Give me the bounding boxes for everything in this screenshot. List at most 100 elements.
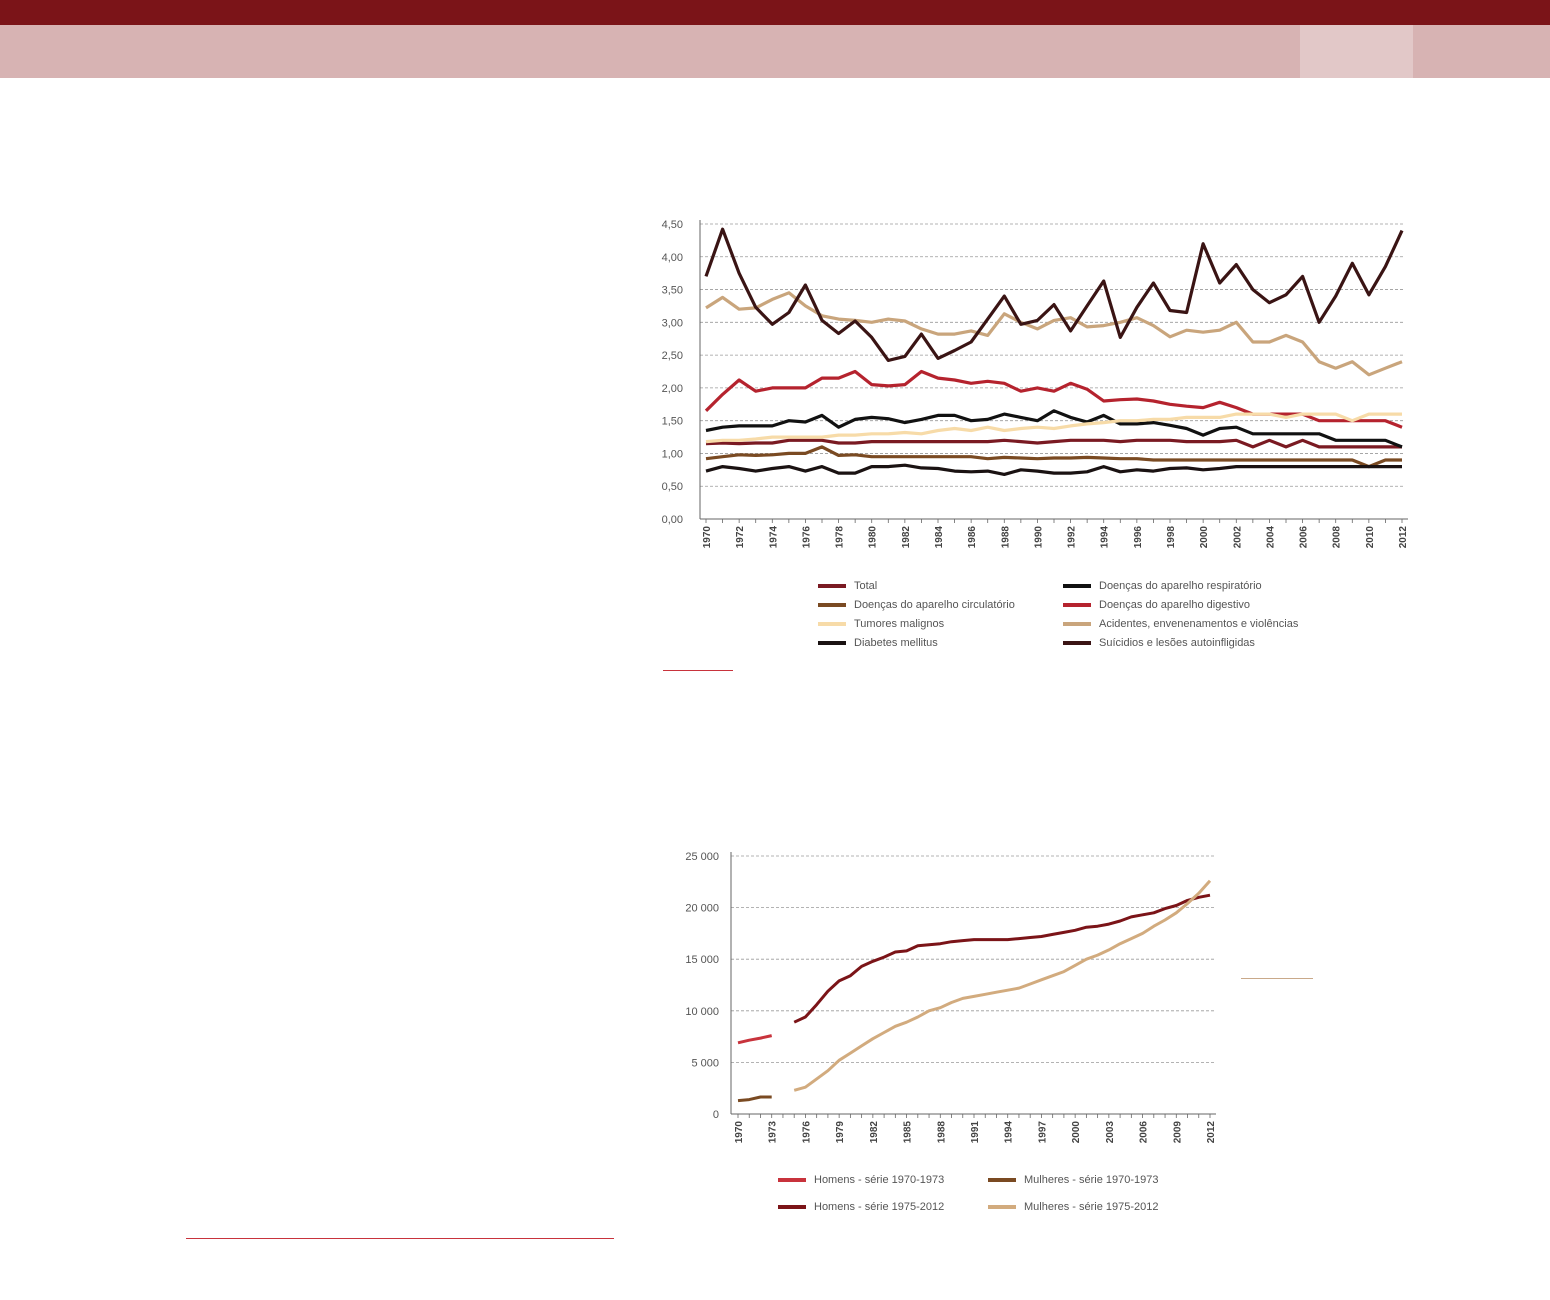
chart-1-x-tick-label: 2002 xyxy=(1232,526,1243,549)
chart-1-y-tick-label: 2,50 xyxy=(662,350,683,362)
chart-1-x-tick-label: 2012 xyxy=(1398,526,1409,549)
chart-1-legend-item: Suícidios e lesões autoinfligidas xyxy=(1063,637,1255,649)
chart-1-y-tick-label: 4,50 xyxy=(662,219,683,231)
chart-2-series-line-4 xyxy=(793,879,1212,1092)
legend-swatch xyxy=(1063,584,1091,588)
chart-2-x-tick-label: 2012 xyxy=(1206,1121,1217,1144)
chart-1-legend-item: Tumores malignos xyxy=(818,618,944,630)
chart-1-y-tick-label: 1,00 xyxy=(662,448,683,460)
chart-1-x-tick-label: 1988 xyxy=(1000,526,1011,549)
legend-label: Acidentes, envenenamentos e violências xyxy=(1099,618,1299,630)
chart-2-x-tick-label: 1982 xyxy=(869,1121,880,1144)
chart-2-x-tick-label: 2006 xyxy=(1139,1121,1150,1144)
chart-2-y-tick-label: 10 000 xyxy=(685,1006,719,1018)
legend-label: Doenças do aparelho digestivo xyxy=(1099,599,1251,611)
legend-label: Doenças do aparelho respiratório xyxy=(1099,580,1262,592)
legend-swatch xyxy=(988,1205,1016,1209)
chart-1-legend-item: Acidentes, envenenamentos e violências xyxy=(1063,618,1298,630)
legend-swatch xyxy=(988,1178,1016,1182)
chart-2-series-line-3 xyxy=(793,893,1211,1024)
chart-2-series-line-2 xyxy=(737,1095,772,1103)
chart-1-series-line-4 xyxy=(704,369,1403,429)
legend-swatch xyxy=(818,584,846,588)
chart-1-x-tick-label: 1970 xyxy=(702,526,713,549)
chart-1-x-tick-label: 1984 xyxy=(934,526,945,549)
chart-1-series-line-8 xyxy=(704,227,1404,362)
chart-1-x-tick-label: 1982 xyxy=(901,526,912,549)
chart-1-y-tick-label: 1,50 xyxy=(662,416,683,428)
legend-label: Diabetes mellitus xyxy=(854,637,938,649)
chart-2-legend-item: Homens - série 1970-1973 xyxy=(778,1174,944,1186)
chart-1-source-rule xyxy=(663,670,733,671)
chart-1-series-line-2 xyxy=(705,409,1403,449)
legend-label: Mulheres - série 1975-2012 xyxy=(1024,1201,1159,1213)
chart-2-series-line-1 xyxy=(737,1034,773,1045)
legend-label: Tumores malignos xyxy=(854,618,945,630)
chart-1-x-tick-label: 1986 xyxy=(967,526,978,549)
chart-2-x-tick-label: 1994 xyxy=(1004,1121,1015,1144)
chart-1-legend-item: Doenças do aparelho circulatório xyxy=(818,599,1015,611)
chart-1-x-tick-label: 1972 xyxy=(735,526,746,549)
chart-2-legend-item: Mulheres - série 1975-2012 xyxy=(988,1201,1159,1213)
legend-swatch xyxy=(818,622,846,626)
chart-1-series-line-6 xyxy=(705,291,1403,377)
legend-label: Total xyxy=(854,580,878,592)
legend-label: Homens - série 1975-2012 xyxy=(814,1201,945,1213)
chart-2-legend-item: Homens - série 1975-2012 xyxy=(778,1201,944,1213)
legend-swatch xyxy=(1063,622,1091,626)
chart-2-y-tick-label: 5 000 xyxy=(691,1057,719,1069)
chart-2-x-tick-label: 1976 xyxy=(801,1121,812,1144)
chart-1-series-line-1 xyxy=(705,438,1402,449)
footnote-rule xyxy=(186,1238,614,1239)
chart-2-side-rule xyxy=(1241,978,1313,979)
legend-swatch xyxy=(778,1178,806,1182)
chart-1-y-tick-label: 4,00 xyxy=(662,252,683,264)
chart-1-x-tick-label: 1978 xyxy=(835,526,846,549)
legend-label: Mulheres - série 1970-1973 xyxy=(1024,1174,1159,1186)
chart-1-legend-item: Doenças do aparelho digestivo xyxy=(1063,599,1250,611)
chart-2-y-tick-label: 25 000 xyxy=(685,851,719,863)
chart-2-x-tick-label: 1973 xyxy=(768,1121,779,1144)
chart-1-x-tick-label: 2000 xyxy=(1199,526,1210,549)
chart-1-y-tick-label: 3,50 xyxy=(662,285,683,297)
chart-1-x-tick-label: 1990 xyxy=(1033,526,1044,549)
chart-2-x-tick-label: 1991 xyxy=(970,1121,981,1144)
header-sub-bar xyxy=(0,25,1550,78)
chart-2-x-tick-label: 1988 xyxy=(936,1121,947,1144)
chart-1-x-tick-label: 1994 xyxy=(1100,526,1111,549)
header-tab-block xyxy=(1300,25,1413,78)
chart-2-x-tick-label: 2009 xyxy=(1172,1121,1183,1144)
chart-1-x-tick-label: 1976 xyxy=(801,526,812,549)
chart-1-series-line-7 xyxy=(705,463,1402,476)
chart-2-y-tick-label: 15 000 xyxy=(685,954,719,966)
legend-swatch xyxy=(1063,641,1091,645)
legend-swatch xyxy=(818,641,846,645)
chart-1-x-tick-label: 1996 xyxy=(1133,526,1144,549)
chart-2-y-tick-label: 20 000 xyxy=(685,903,719,915)
legend-label: Homens - série 1970-1973 xyxy=(814,1174,945,1186)
chart-1-x-tick-label: 2008 xyxy=(1332,526,1343,549)
header-top-bar xyxy=(0,0,1550,25)
chart-1-x-tick-label: 1998 xyxy=(1166,526,1177,549)
legend-label: Suícidios e lesões autoinfligidas xyxy=(1099,637,1255,649)
chart-1-x-tick-label: 1992 xyxy=(1067,526,1078,549)
chart-1-x-tick-label: 2004 xyxy=(1265,526,1276,549)
legend-swatch xyxy=(1063,603,1091,607)
chart-1-y-tick-label: 2,00 xyxy=(662,383,683,395)
chart-2-x-tick-label: 1970 xyxy=(734,1121,745,1144)
chart-1-x-tick-label: 2010 xyxy=(1365,526,1376,549)
chart-1-x-tick-label: 1980 xyxy=(868,526,879,549)
chart-1-legend-item: Total xyxy=(818,580,877,592)
chart-2-x-tick-label: 2000 xyxy=(1071,1121,1082,1144)
chart-1-x-tick-label: 2006 xyxy=(1299,526,1310,549)
chart-2-x-tick-label: 2003 xyxy=(1105,1121,1116,1144)
chart-1-series-line-3 xyxy=(705,445,1402,469)
chart-1-y-tick-label: 0,00 xyxy=(662,514,683,526)
legend-swatch xyxy=(778,1205,806,1209)
chart-2-x-tick-label: 1985 xyxy=(903,1121,914,1144)
chart-2-legend-item: Mulheres - série 1970-1973 xyxy=(988,1174,1159,1186)
chart-1-series-line-5 xyxy=(705,412,1402,444)
chart-1-legend-item: Diabetes mellitus xyxy=(818,637,938,649)
chart-1-y-tick-label: 3,00 xyxy=(662,317,683,329)
